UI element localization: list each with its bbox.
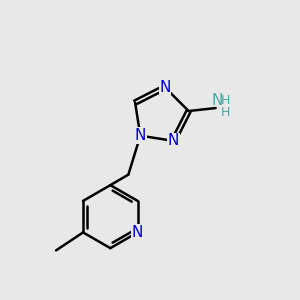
Text: N: N xyxy=(168,134,179,148)
Text: H: H xyxy=(221,94,230,107)
Text: N: N xyxy=(212,93,223,108)
Text: N: N xyxy=(132,225,143,240)
Text: N: N xyxy=(135,128,146,143)
Text: H: H xyxy=(221,106,230,119)
Text: N: N xyxy=(159,80,171,95)
